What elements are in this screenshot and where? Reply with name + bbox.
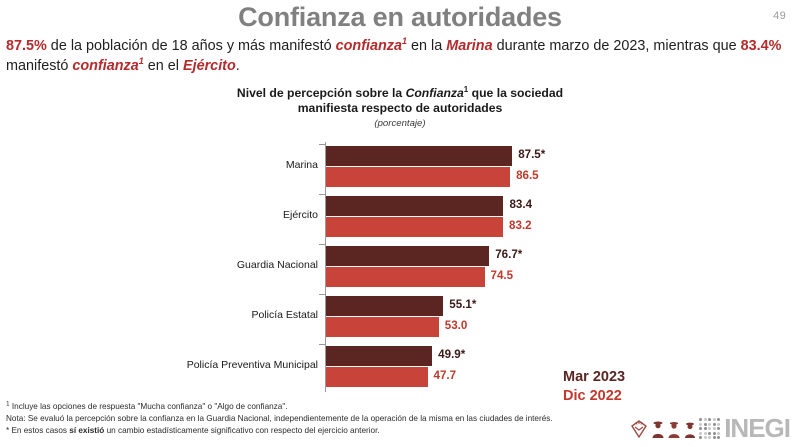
officer-icon-3 <box>685 422 696 438</box>
lede-word-marina: Marina <box>446 38 493 54</box>
footnote-1-text: Incluye las opciones de respuesta "Mucha… <box>9 402 288 411</box>
dot-matrix-icon <box>699 418 721 439</box>
bar-value-label: 76.7* <box>495 248 523 261</box>
bar-value-label: 74.5 <box>490 269 514 282</box>
bar-value-label: 53.0 <box>444 319 468 332</box>
bar-dic-2022 <box>326 267 485 287</box>
chart-axis-line <box>325 142 326 392</box>
lede-text-3: durante marzo de 2023, mientras que <box>492 38 741 54</box>
lede-text-4: manifestó <box>6 58 73 74</box>
legend-item-dic-2022: Dic 2022 <box>563 388 622 404</box>
lede-sup-2: 1 <box>138 56 144 67</box>
chart-title: Nivel de percepción sobre la Confianza1 … <box>0 84 800 116</box>
inegi-logo: INEGI <box>629 413 791 443</box>
legend-item-mar-2023: Mar 2023 <box>563 369 626 385</box>
bar-dic-2022 <box>326 367 428 387</box>
bar-chart: Marina 87.5* 86.5 Ejército 83.4 83.2 Guardia N… <box>0 138 800 404</box>
footnote-1: 1 Incluye las opciones de respuesta "Muc… <box>6 401 586 413</box>
bar-dic-2022 <box>326 217 504 237</box>
bar-dic-2022 <box>326 167 511 187</box>
logo-wordmark: INEGI <box>724 413 791 443</box>
footnote-asterisk: * En estos casos sí existió un cambio es… <box>6 425 586 437</box>
bar-mar-2023 <box>326 346 433 366</box>
lede-text-1: de la población de 18 años y más manifes… <box>46 38 336 54</box>
axis-tick <box>319 244 325 245</box>
handshake-icon <box>631 420 648 439</box>
bar-mar-2023 <box>326 296 444 316</box>
bar-value-label: 87.5* <box>518 148 546 161</box>
chart-title-line1-b: que la sociedad <box>468 86 564 100</box>
axis-tick <box>319 194 325 195</box>
chart-title-sup: 1 <box>463 84 469 94</box>
bar-value-label: 55.1* <box>449 298 477 311</box>
page-title: Confianza en autoridades <box>238 2 562 32</box>
lede-text-6: . <box>235 58 240 74</box>
footnote-asterisk-bold: sí existió <box>69 426 105 436</box>
lede-stat-1: 87.5% <box>6 38 47 54</box>
axis-tick <box>319 294 325 295</box>
footnote-asterisk-a: * En estos casos <box>6 426 70 436</box>
page-number: 49 <box>773 10 786 22</box>
chart-units-label: (porcentaje) <box>374 118 426 129</box>
lede-word-ejercito: Ejército <box>182 58 236 74</box>
bar-value-label: 47.7 <box>433 369 457 382</box>
axis-tick <box>319 144 325 145</box>
bar-value-label: 49.9* <box>438 348 466 361</box>
bar-value-label: 83.4 <box>509 198 533 211</box>
bar-dic-2022 <box>326 317 439 337</box>
footnote-1-marker: 1 <box>6 400 10 408</box>
lede-stat-2: 83.4% <box>740 38 782 54</box>
axis-tick <box>319 344 325 345</box>
chart-title-line1-a: Nivel de percepción sobre la <box>236 86 406 100</box>
category-label: Policía Estatal <box>251 309 318 321</box>
chart-legend: Mar 2023 Dic 2022 <box>563 368 625 406</box>
officer-icon-2 <box>668 422 680 438</box>
bar-value-label: 83.2 <box>509 219 532 232</box>
lede-text-2: en la <box>407 38 447 54</box>
chart-title-italic: Confianza <box>405 86 464 100</box>
footnotes: 1 Incluye las opciones de respuesta "Muc… <box>6 401 586 438</box>
bar-mar-2023 <box>326 146 513 166</box>
category-label: Guardia Nacional <box>236 259 318 271</box>
lede-word-confianza-2: confianza <box>72 58 139 74</box>
bar-mar-2023 <box>326 246 490 266</box>
bar-value-label: 86.5 <box>516 169 539 182</box>
footnote-asterisk-b: un cambio estadísticamente significativo… <box>104 426 380 436</box>
category-label: Ejército <box>282 209 318 221</box>
logo-mark <box>629 418 721 439</box>
lede-word-confianza-1: confianza <box>335 38 402 54</box>
lede-sup-1: 1 <box>401 36 407 47</box>
bar-mar-2023 <box>326 196 504 216</box>
chart-title-line2: manifiesta respecto de autoridades <box>297 101 503 115</box>
lede-paragraph: 87.5% de la población de 18 años y más m… <box>6 36 796 76</box>
lede-text-5: en el <box>143 58 183 74</box>
category-label: Marina <box>285 159 318 171</box>
category-label: Policía Preventiva Municipal <box>186 359 318 371</box>
footnote-note: Nota: Se evaluó la percepción sobre la c… <box>6 414 553 424</box>
officer-icon-1 <box>652 421 664 438</box>
